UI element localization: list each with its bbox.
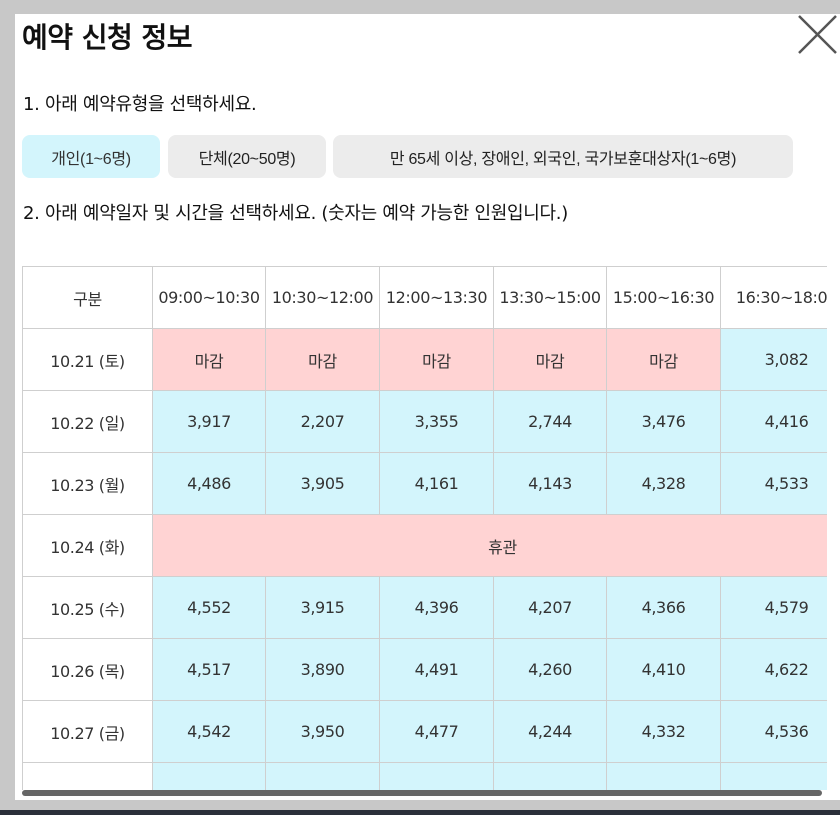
slot-available-cell[interactable]: 4,579 — [720, 576, 827, 639]
header-timeslot: 16:30~18:00 — [720, 266, 827, 329]
row-date: 10.26 (목) — [22, 638, 153, 701]
slot-available-cell[interactable]: 3,917 — [152, 390, 266, 453]
slot-closed-cell: 마감 — [606, 328, 721, 391]
table-row: 10.25 (수) 4,552 3,915 4,396 4,207 4,366 4,579 — [22, 576, 827, 639]
header-timeslot: 12:00~13:30 — [379, 266, 494, 329]
close-icon — [798, 15, 837, 54]
slot-available-cell[interactable]: 4,328 — [606, 452, 721, 515]
header-category: 구분 — [22, 266, 153, 329]
type-special-button[interactable]: 만 65세 이상, 장애인, 외국인, 국가보훈대상자(1~6명) — [333, 135, 793, 178]
step2-instruction: 2. 아래 예약일자 및 시간을 선택하세요. (숫자는 예약 가능한 인원입니… — [23, 203, 568, 224]
row-date: 10.27 (금) — [22, 700, 153, 763]
slot-available-cell[interactable]: 4,332 — [606, 700, 721, 763]
slot-available-cell[interactable]: 4,542 — [152, 700, 266, 763]
slot-available-cell[interactable]: 2,744 — [493, 390, 607, 453]
row-date: 10.22 (일) — [22, 390, 153, 453]
header-timeslot: 09:00~10:30 — [152, 266, 266, 329]
slot-available-cell[interactable]: 4,366 — [606, 576, 721, 639]
slot-closed-cell: 마감 — [152, 328, 266, 391]
table-row: 10.24 (화) 휴관 — [22, 514, 827, 577]
horizontal-scrollbar[interactable] — [22, 790, 822, 796]
row-date: 10.21 (토) — [22, 328, 153, 391]
slot-available-cell[interactable]: 4,533 — [720, 452, 827, 515]
table-row: 10.27 (금) 4,542 3,950 4,477 4,244 4,332 4,536 — [22, 700, 827, 763]
slot-available-cell[interactable] — [152, 762, 266, 790]
slot-available-cell[interactable] — [606, 762, 721, 790]
slot-available-cell[interactable]: 4,260 — [493, 638, 607, 701]
slot-available-cell[interactable]: 4,161 — [379, 452, 494, 515]
slot-available-cell[interactable]: 3,476 — [606, 390, 721, 453]
slot-closed-cell: 마감 — [379, 328, 494, 391]
reservation-modal: 예약 신청 정보 1. 아래 예약유형을 선택하세요. 개인(1~6명) 단체(… — [15, 14, 840, 800]
slot-available-cell[interactable]: 4,536 — [720, 700, 827, 763]
slot-available-cell[interactable]: 3,890 — [265, 638, 380, 701]
table-row: 10.23 (월) 4,486 3,905 4,161 4,143 4,328 4,533 — [22, 452, 827, 515]
row-date: 10.23 (월) — [22, 452, 153, 515]
modal-title: 예약 신청 정보 — [22, 21, 193, 54]
slot-available-cell[interactable]: 3,915 — [265, 576, 380, 639]
step1-instruction: 1. 아래 예약유형을 선택하세요. — [23, 94, 257, 115]
slot-closed-cell: 마감 — [265, 328, 380, 391]
slot-available-cell[interactable]: 4,552 — [152, 576, 266, 639]
row-date — [22, 762, 153, 790]
slot-available-cell[interactable]: 3,355 — [379, 390, 494, 453]
slot-available-cell[interactable]: 4,244 — [493, 700, 607, 763]
slot-available-cell[interactable]: 4,517 — [152, 638, 266, 701]
table-row: 10.21 (토) 마감 마감 마감 마감 마감 3,082 — [22, 328, 827, 391]
slot-available-cell[interactable]: 3,082 — [720, 328, 827, 391]
slot-available-cell[interactable]: 3,905 — [265, 452, 380, 515]
slot-available-cell[interactable]: 4,143 — [493, 452, 607, 515]
slot-available-cell[interactable]: 4,410 — [606, 638, 721, 701]
taskbar-edge — [0, 810, 840, 815]
type-group-button[interactable]: 단체(20~50명) — [168, 135, 326, 178]
row-date: 10.24 (화) — [22, 514, 153, 577]
header-timeslot: 13:30~15:00 — [493, 266, 607, 329]
header-timeslot: 10:30~12:00 — [265, 266, 380, 329]
close-button[interactable] — [793, 14, 840, 60]
slot-available-cell[interactable]: 4,207 — [493, 576, 607, 639]
schedule-table: 구분 09:00~10:30 10:30~12:00 12:00~13:30 13:30… — [22, 266, 827, 790]
slot-available-cell[interactable]: 4,486 — [152, 452, 266, 515]
slot-available-cell[interactable]: 2,207 — [265, 390, 380, 453]
slot-available-cell[interactable] — [493, 762, 607, 790]
row-date: 10.25 (수) — [22, 576, 153, 639]
slot-closed-cell: 마감 — [493, 328, 607, 391]
table-row: 10.26 (목) 4,517 3,890 4,491 4,260 4,410 4,622 — [22, 638, 827, 701]
table-row — [22, 762, 827, 790]
slot-available-cell[interactable]: 4,491 — [379, 638, 494, 701]
table-row: 10.22 (일) 3,917 2,207 3,355 2,744 3,476 4,416 — [22, 390, 827, 453]
closed-day-cell: 휴관 — [152, 514, 827, 577]
slot-available-cell[interactable] — [265, 762, 380, 790]
slot-available-cell[interactable]: 4,622 — [720, 638, 827, 701]
table-header-row: 구분 09:00~10:30 10:30~12:00 12:00~13:30 13:30… — [22, 266, 827, 329]
schedule-table-container[interactable]: 구분 09:00~10:30 10:30~12:00 12:00~13:30 13:30… — [22, 266, 827, 790]
slot-available-cell[interactable]: 4,416 — [720, 390, 827, 453]
slot-available-cell[interactable] — [379, 762, 494, 790]
slot-available-cell[interactable]: 4,477 — [379, 700, 494, 763]
slot-available-cell[interactable] — [720, 762, 827, 790]
type-individual-button[interactable]: 개인(1~6명) — [22, 135, 160, 178]
slot-available-cell[interactable]: 4,396 — [379, 576, 494, 639]
slot-available-cell[interactable]: 3,950 — [265, 700, 380, 763]
header-timeslot: 15:00~16:30 — [606, 266, 721, 329]
